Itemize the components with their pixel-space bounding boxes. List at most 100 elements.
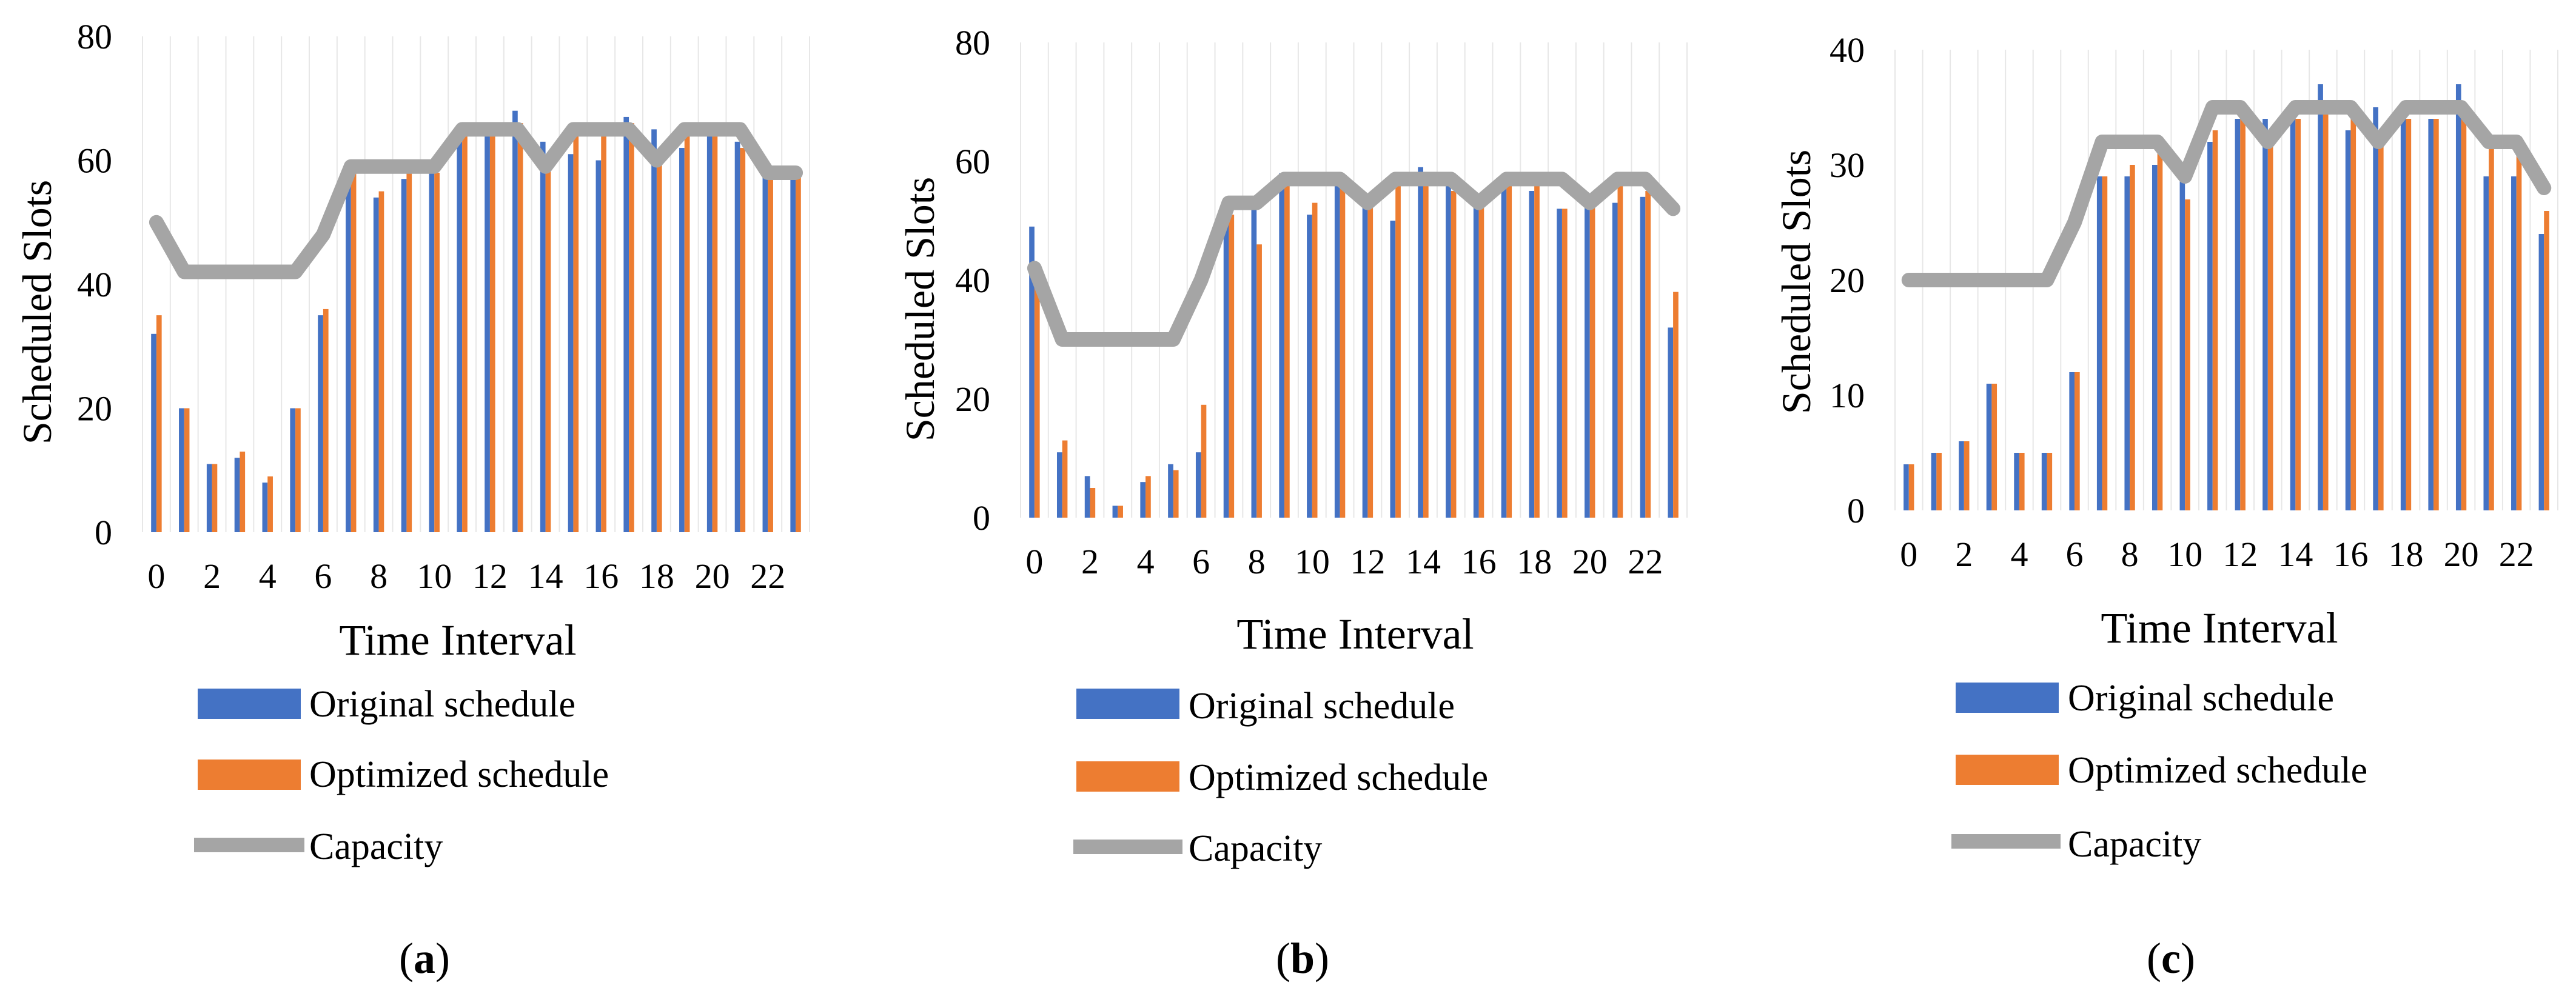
bar-optimized-a-14 — [545, 166, 551, 533]
bar-original-a-19 — [679, 148, 685, 533]
bar-original-c-21 — [2483, 176, 2489, 510]
y-tick-label-b: 20 — [955, 379, 990, 419]
x-tick-label-b: 22 — [1628, 542, 1663, 581]
y-axis-label-c: Scheduled Slots — [1773, 150, 1819, 414]
bar-original-b-9 — [1279, 173, 1285, 518]
bar-optimized-b-10 — [1312, 202, 1318, 518]
bar-original-c-9 — [2152, 165, 2158, 510]
bar-optimized-c-5 — [2047, 453, 2053, 510]
bar-optimized-c-22 — [2516, 153, 2522, 510]
bar-optimized-c-0 — [1908, 464, 1914, 510]
x-tick-label-a: 18 — [639, 556, 674, 596]
bar-optimized-a-1 — [184, 408, 190, 532]
x-tick-label-a: 0 — [147, 556, 165, 596]
bar-optimized-c-2 — [1964, 441, 1970, 510]
bar-original-b-14 — [1418, 167, 1423, 518]
bar-optimized-b-2 — [1090, 488, 1096, 518]
legend-swatch-original-b — [1076, 689, 1179, 719]
panel-caption-a: (a) — [399, 934, 450, 983]
bar-optimized-a-5 — [295, 408, 301, 532]
bar-original-b-13 — [1390, 221, 1396, 518]
bar-original-c-5 — [2041, 453, 2047, 510]
bar-original-b-6 — [1195, 452, 1201, 518]
bar-optimized-b-7 — [1229, 215, 1235, 518]
bar-optimized-b-22 — [1645, 191, 1651, 518]
bar-optimized-c-6 — [2075, 372, 2080, 510]
bar-optimized-b-8 — [1256, 244, 1262, 518]
bar-optimized-b-3 — [1118, 506, 1123, 518]
bar-original-c-1 — [1931, 453, 1937, 510]
bar-original-c-11 — [2207, 142, 2213, 510]
y-tick-label-c: 30 — [1830, 145, 1865, 185]
bar-optimized-a-19 — [684, 135, 690, 533]
capacity-line-b — [1027, 172, 1681, 347]
bar-optimized-a-15 — [573, 129, 579, 532]
bar-original-c-17 — [2373, 107, 2378, 510]
bar-optimized-b-16 — [1478, 196, 1484, 518]
bar-optimized-c-17 — [2378, 130, 2384, 510]
x-tick-label-b: 6 — [1192, 542, 1210, 581]
bar-optimized-b-1 — [1062, 440, 1068, 518]
legend-label-optimized-a: Optimized schedule — [309, 754, 609, 795]
y-tick-label-b: 0 — [973, 498, 990, 538]
y-tick-label-a: 80 — [77, 17, 112, 56]
x-tick-label-c: 4 — [2010, 535, 2028, 574]
bar-original-c-0 — [1903, 464, 1909, 510]
x-tick-label-c: 6 — [2066, 535, 2084, 574]
bar-optimized-c-7 — [2102, 176, 2108, 510]
bar-original-a-14 — [540, 141, 546, 532]
bar-original-c-3 — [1986, 384, 1992, 510]
x-tick-label-b: 16 — [1461, 542, 1497, 581]
bar-original-c-6 — [2069, 372, 2075, 510]
bar-optimized-a-4 — [267, 476, 273, 532]
x-tick-label-b: 2 — [1081, 542, 1099, 581]
y-tick-label-c: 10 — [1830, 376, 1865, 415]
y-tick-label-b: 40 — [955, 261, 990, 300]
bar-original-b-0 — [1029, 226, 1035, 518]
bar-original-a-13 — [512, 110, 518, 532]
x-tick-label-c: 12 — [2222, 535, 2258, 574]
bar-optimized-b-14 — [1423, 179, 1429, 518]
bar-original-a-9 — [401, 179, 407, 532]
panel-caption-letter-a: a — [414, 934, 435, 983]
bar-original-c-19 — [2428, 119, 2434, 510]
bar-original-c-15 — [2318, 84, 2323, 510]
bar-optimized-a-9 — [406, 172, 412, 532]
x-tick-label-a: 10 — [417, 556, 452, 596]
panel-caption-letter-c: c — [2161, 934, 2181, 983]
bar-original-b-18 — [1529, 191, 1535, 518]
bar-optimized-a-22 — [768, 179, 773, 532]
bar-original-a-17 — [623, 116, 629, 533]
bar-optimized-c-14 — [2295, 119, 2301, 510]
bar-original-a-7 — [346, 172, 351, 532]
bar-optimized-c-11 — [2212, 130, 2218, 510]
bar-original-b-17 — [1501, 185, 1507, 518]
bar-original-a-11 — [457, 141, 463, 532]
x-tick-label-a: 22 — [750, 556, 785, 596]
y-tick-label-a: 20 — [77, 389, 112, 429]
legend-b: Original schedule Optimized schedule Cap… — [1073, 686, 1488, 869]
bar-original-b-22 — [1640, 196, 1646, 518]
bar-optimized-a-7 — [351, 166, 357, 533]
legend-label-capacity-c: Capacity — [2068, 824, 2201, 865]
bar-original-c-12 — [2235, 119, 2241, 510]
x-tick-label-c: 18 — [2389, 535, 2424, 574]
bar-original-a-5 — [290, 408, 296, 532]
legend-swatch-optimized-b — [1076, 761, 1179, 792]
x-tick-label-b: 12 — [1350, 542, 1385, 581]
bar-optimized-c-8 — [2130, 165, 2135, 510]
capacity-line-a — [149, 122, 803, 279]
bar-optimized-a-13 — [517, 123, 523, 532]
bar-optimized-c-15 — [2323, 107, 2329, 510]
x-tick-label-c: 10 — [2167, 535, 2202, 574]
bar-original-b-12 — [1362, 196, 1368, 518]
legend-label-original-b: Original schedule — [1189, 686, 1455, 727]
bar-optimized-c-18 — [2406, 119, 2412, 510]
y-tick-label-a: 40 — [77, 265, 112, 304]
bar-original-b-20 — [1585, 196, 1590, 518]
bar-original-c-23 — [2538, 234, 2544, 510]
